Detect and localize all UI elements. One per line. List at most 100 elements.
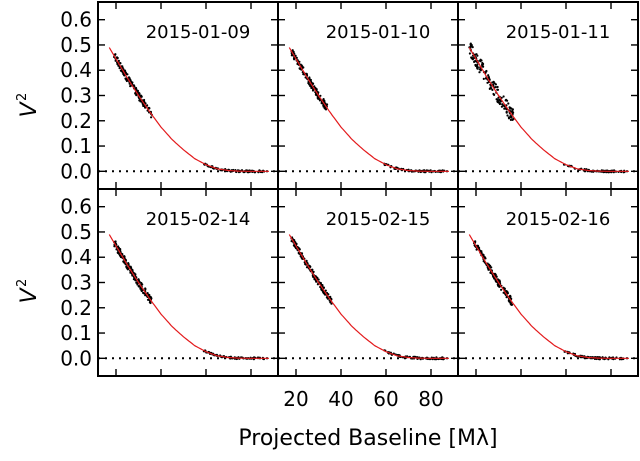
data-point <box>494 86 497 89</box>
data-point <box>315 280 318 283</box>
data-point <box>503 107 506 110</box>
data-point <box>500 288 503 291</box>
y-tick-label: 0.2 <box>60 296 92 320</box>
data-point <box>499 100 502 103</box>
data-point <box>117 59 120 63</box>
model-curve <box>288 47 449 172</box>
data-point <box>134 86 138 90</box>
data-point <box>496 88 499 91</box>
data-point <box>505 296 508 299</box>
panel-2015-02-16: 2015-02-16 <box>457 188 639 377</box>
data-point <box>308 78 311 81</box>
data-point <box>502 95 505 98</box>
panel-date-label: 2015-02-15 <box>326 209 431 230</box>
data-point <box>305 266 309 269</box>
data-point <box>510 107 513 110</box>
panel-2015-01-09: 0.00.10.20.30.40.50.6 2015-01-09 <box>60 1 279 190</box>
data-point <box>492 92 495 96</box>
data-point <box>137 285 140 288</box>
data-point <box>490 266 493 269</box>
data-point <box>470 44 473 47</box>
data-point <box>492 80 495 83</box>
y-tick-label: 0.0 <box>60 159 92 183</box>
data-point <box>144 288 147 291</box>
y-tick-label: 0.2 <box>60 109 92 133</box>
y-tick-label: 0.0 <box>60 346 92 370</box>
y-tick-label: 0.5 <box>60 33 92 57</box>
data-point <box>131 274 134 277</box>
data-point <box>134 273 137 276</box>
y-axis-label-sup-top: 2 <box>15 93 30 101</box>
data-point <box>508 106 511 109</box>
model-curve <box>108 47 269 172</box>
data-point <box>491 88 494 91</box>
data-point <box>290 54 293 57</box>
data-point <box>471 58 474 61</box>
data-point <box>481 64 484 67</box>
y-tick-label: 0.4 <box>60 245 92 269</box>
panel-date-label: 2015-01-09 <box>146 22 251 43</box>
data-point <box>119 69 122 72</box>
data-point <box>150 116 153 119</box>
data-point <box>485 69 488 73</box>
data-point <box>488 87 491 90</box>
data-point <box>476 63 479 66</box>
data-point <box>298 60 301 63</box>
data-point <box>324 289 327 292</box>
data-point <box>316 97 319 100</box>
data-point <box>118 67 121 70</box>
data-point <box>140 282 143 285</box>
data-point <box>497 284 500 287</box>
y-tick-label: 0.1 <box>60 134 92 158</box>
data-point <box>317 278 320 281</box>
data-point <box>509 118 512 121</box>
y-tick-label: 0.6 <box>60 195 92 219</box>
x-axis-label: Projected Baseline [Mλ] <box>238 426 497 451</box>
y-tick-label: 0.5 <box>60 220 92 244</box>
data-point <box>506 114 509 117</box>
data-point <box>293 58 296 61</box>
data-point <box>291 49 294 52</box>
data-point <box>478 71 481 74</box>
data-point <box>509 301 512 304</box>
model-curve <box>468 47 629 172</box>
data-point <box>116 56 119 60</box>
y-tick-label: 0.4 <box>60 58 92 82</box>
data-point <box>129 266 132 269</box>
y-tick-label: 0.1 <box>60 321 92 345</box>
data-point <box>305 259 308 262</box>
data-point <box>298 67 301 70</box>
data-point <box>482 254 485 257</box>
data-point <box>121 65 124 68</box>
data-point <box>127 262 130 265</box>
data-point <box>321 284 324 287</box>
data-point <box>137 279 140 282</box>
data-point <box>131 269 134 272</box>
model-curve <box>468 234 629 359</box>
data-point <box>509 116 512 119</box>
x-tick-label: 20 <box>283 387 308 411</box>
data-point <box>301 65 304 68</box>
panel-date-label: 2015-02-16 <box>506 209 611 230</box>
panel-2015-01-10: 2015-01-10 <box>277 1 459 190</box>
y-tick-label: 0.6 <box>60 8 92 32</box>
x-tick-label: 80 <box>418 387 443 411</box>
data-point <box>125 72 128 75</box>
data-point <box>115 248 118 251</box>
data-point <box>134 92 137 95</box>
data-point <box>470 56 473 59</box>
panel-2015-02-15: 20 40 60 80 2015-02-15 <box>277 188 459 411</box>
data-point <box>502 291 505 294</box>
panel-2015-01-11: 2015-01-11 <box>457 1 639 190</box>
panel-date-label: 2015-01-11 <box>506 22 611 43</box>
data-point <box>113 245 116 248</box>
data-point <box>320 101 323 104</box>
data-point <box>146 292 149 295</box>
data-point <box>127 76 131 79</box>
data-point <box>117 64 120 67</box>
data-point <box>125 78 128 81</box>
data-point <box>496 101 500 104</box>
data-point <box>304 262 307 266</box>
